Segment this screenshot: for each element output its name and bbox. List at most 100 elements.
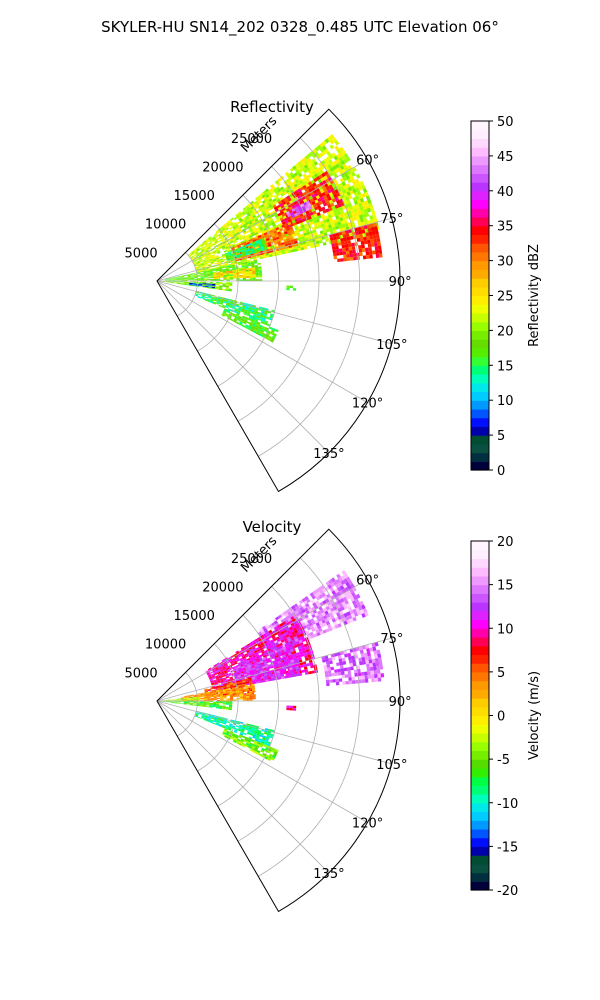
echo-gate xyxy=(325,185,331,191)
echo-gate xyxy=(274,250,279,254)
echo-gate xyxy=(249,221,253,226)
echo-gate xyxy=(341,671,345,676)
echo-gate xyxy=(284,675,288,679)
echo-gate xyxy=(190,281,194,283)
echo-gate xyxy=(289,171,294,177)
echo-gate xyxy=(305,210,310,215)
echo-gate xyxy=(289,226,294,230)
echo-gate xyxy=(312,182,317,187)
echo-gate xyxy=(338,156,344,162)
echo-gate xyxy=(248,238,253,242)
echo-gate xyxy=(331,672,336,677)
echo-gate xyxy=(334,669,338,673)
echo-gate xyxy=(294,206,299,211)
echo-gate xyxy=(291,219,296,224)
echo-gate xyxy=(286,707,290,711)
colorbar-swatch xyxy=(471,750,489,760)
echo-gate xyxy=(312,229,317,234)
echo-gate xyxy=(181,277,185,279)
echo-gate xyxy=(366,239,371,244)
echo-gate xyxy=(316,243,321,247)
colorbar-swatch xyxy=(471,846,489,856)
echo-gate xyxy=(243,231,248,235)
echo-gate xyxy=(225,267,229,269)
echo-gate xyxy=(279,208,284,213)
echo-gate xyxy=(323,158,329,163)
echo-gate xyxy=(347,670,352,675)
echo-gate xyxy=(264,198,269,202)
colorbar-swatch xyxy=(471,881,489,891)
echo-gate xyxy=(209,257,213,260)
echo-gate xyxy=(297,234,302,238)
colorbar-swatch xyxy=(471,182,489,192)
echo-gate xyxy=(255,270,259,273)
echo-gate xyxy=(212,243,217,246)
echo-gate xyxy=(347,202,353,208)
echo-gate xyxy=(374,229,379,235)
echo-gate xyxy=(222,228,226,232)
echo-gate xyxy=(194,279,198,281)
echo-gate xyxy=(272,198,277,203)
echo-gate xyxy=(356,207,361,212)
echo-gate xyxy=(219,235,223,239)
echo-gate xyxy=(251,226,256,231)
echo-gate xyxy=(317,214,322,219)
echo-gate xyxy=(323,222,329,227)
colorbar-swatch xyxy=(471,820,489,830)
echo-gate xyxy=(296,181,301,186)
echo-gate xyxy=(356,199,362,204)
echo-gate xyxy=(307,234,312,238)
echo-gate xyxy=(301,227,306,231)
echo-gate xyxy=(243,246,247,250)
echo-gate xyxy=(245,236,250,240)
echo-gate xyxy=(372,214,377,219)
echo-gate xyxy=(299,213,304,218)
echo-gate xyxy=(337,241,342,246)
echo-gate xyxy=(340,220,345,225)
echo-gate xyxy=(193,275,198,277)
echo-gate xyxy=(283,217,288,222)
echo-gate xyxy=(272,228,277,232)
echo-gate xyxy=(362,205,367,210)
echo-gate xyxy=(297,177,302,182)
echo-gate xyxy=(193,702,197,704)
echo-gate xyxy=(294,167,299,173)
echo-gate xyxy=(265,211,270,216)
echo-gate xyxy=(318,174,324,179)
echo-gate xyxy=(363,671,368,676)
echo-gate xyxy=(265,238,270,242)
echo-gate xyxy=(247,264,252,267)
echo-gate xyxy=(261,231,266,235)
echo-gate xyxy=(193,249,197,253)
echo-gate xyxy=(320,213,325,218)
echo-gate xyxy=(286,705,290,708)
echo-gate xyxy=(216,231,220,235)
echo-gate xyxy=(322,209,327,214)
colorbar-swatch xyxy=(471,549,489,560)
echo-gate xyxy=(334,672,339,676)
echo-gate xyxy=(199,271,204,273)
echo-gate xyxy=(180,275,185,277)
echo-gate xyxy=(293,215,298,220)
echo-gate xyxy=(349,662,354,667)
echo-gate xyxy=(247,262,252,265)
echo-gate xyxy=(335,248,340,253)
echo-gate xyxy=(329,217,334,222)
echo-gate xyxy=(320,177,326,182)
echo-gate xyxy=(168,278,172,280)
echo-gate xyxy=(226,257,230,260)
echo-gate xyxy=(321,216,326,221)
echo-gate xyxy=(190,701,194,703)
echo-gate xyxy=(222,241,227,245)
echo-gate xyxy=(325,200,331,206)
echo-gate xyxy=(196,261,200,264)
theta-tick-label: 135° xyxy=(313,447,344,462)
echo-gate xyxy=(325,679,330,684)
echo-gate xyxy=(328,184,333,189)
echo-gate xyxy=(242,207,247,211)
echo-gate xyxy=(325,238,330,243)
radial-tick-label: 5000 xyxy=(125,666,158,681)
echo-gate xyxy=(277,212,282,217)
echo-gate xyxy=(359,233,363,238)
colorbar-swatch xyxy=(471,541,489,551)
